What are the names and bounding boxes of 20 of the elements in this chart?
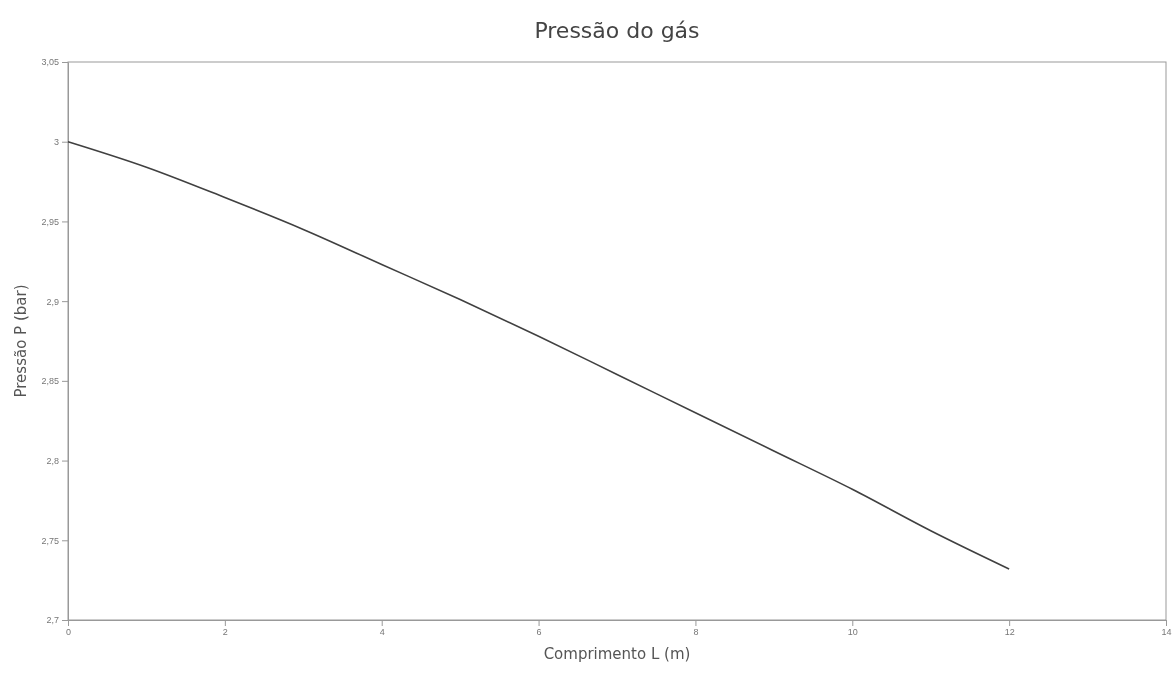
x-tick-label: 10 bbox=[847, 627, 858, 638]
x-tick-label: 2 bbox=[222, 627, 228, 638]
y-tick-label: 2,9 bbox=[46, 296, 59, 307]
x-tick-label: 12 bbox=[1004, 627, 1015, 638]
y-axis-title: Pressão P (bar) bbox=[12, 284, 30, 398]
x-tick-label: 4 bbox=[379, 627, 385, 638]
y-tick-label: 2,8 bbox=[46, 455, 59, 466]
y-tick-label: 2,75 bbox=[41, 535, 59, 546]
y-tick-label: 2,7 bbox=[46, 615, 59, 626]
y-tick-label: 3,05 bbox=[41, 57, 59, 68]
x-tick-label: 8 bbox=[693, 627, 699, 638]
y-tick-label: 2,95 bbox=[41, 216, 59, 227]
x-tick-label: 6 bbox=[536, 627, 542, 638]
x-axis-title: Comprimento L (m) bbox=[543, 645, 691, 663]
x-tick-label: 14 bbox=[1161, 627, 1172, 638]
y-tick-label: 2,85 bbox=[41, 376, 59, 387]
x-tick-label: 0 bbox=[65, 627, 72, 638]
line-series bbox=[67, 140, 1010, 570]
chart-title: Pressão do gás bbox=[534, 18, 700, 43]
y-tick-label: 3 bbox=[53, 137, 59, 148]
